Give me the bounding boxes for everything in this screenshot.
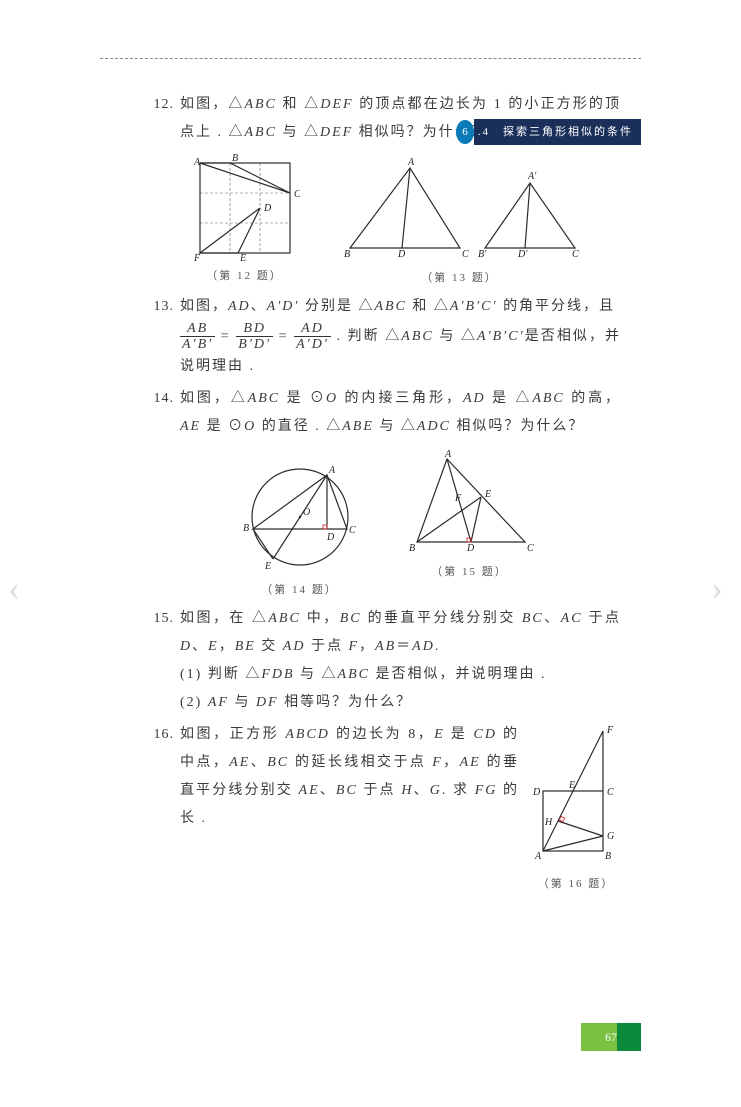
svg-text:H: H	[544, 817, 554, 828]
svg-text:D′: D′	[517, 249, 528, 260]
chapter-title: .4 探索三角形相似的条件	[474, 119, 641, 145]
svg-text:D: D	[397, 249, 406, 260]
fig14-svg: A B C D E O	[235, 447, 365, 577]
svg-text:F: F	[606, 725, 615, 736]
svg-text:A′: A′	[527, 171, 537, 182]
caption-15: （第 15 题）	[405, 561, 535, 583]
svg-text:B′: B′	[478, 249, 487, 260]
problem-text: 如图，△ABC 是 ⊙O 的内接三角形，AD 是 △ABC 的高，AE 是 ⊙O…	[180, 385, 621, 441]
svg-text:C: C	[527, 543, 534, 554]
figure-16: A B C D E F H G （第 16 题）	[531, 721, 621, 895]
fig12-svg: A B C F E D	[190, 153, 300, 263]
figure-12: A B C F E D （第 12 题）	[190, 153, 300, 289]
svg-text:B: B	[344, 249, 350, 260]
fig16-svg: A B C D E F H G	[531, 721, 621, 871]
caption-14: （第 14 题）	[235, 579, 365, 601]
svg-text:C: C	[462, 249, 469, 260]
svg-text:G: G	[607, 831, 616, 842]
figure-13: B A C D B′ A′ C′ D′ （第 13 题）	[340, 153, 580, 289]
svg-text:A: A	[328, 465, 336, 476]
chapter-num: 6	[456, 120, 474, 144]
problem-16: 16. A B C D E F H G	[148, 721, 621, 895]
svg-text:C: C	[294, 189, 300, 200]
figure-row-12-13: A B C F E D （第 12 题） B A C D B′ A′ C′ D′ （第 13 题）	[148, 153, 621, 289]
svg-text:E: E	[264, 561, 271, 572]
prev-page-button[interactable]: ‹	[8, 568, 30, 608]
fig15-svg: A B C D E F	[405, 447, 535, 559]
svg-text:A: A	[193, 157, 201, 168]
problem-text: 如图，AD、A′D′ 分别是 △ABC 和 △A′B′C′ 的角平分线，且 AB…	[180, 293, 621, 381]
sub-1: (1) 判断 △FDB 与 △ABC 是否相似，并说明理由 .	[180, 661, 621, 689]
problem-number: 16.	[148, 721, 180, 895]
svg-text:A: A	[407, 157, 415, 168]
problem-15: 15. 如图，在 △ABC 中，BC 的垂直平分线分别交 BC、AC 于点 D、…	[148, 605, 621, 717]
caption-13: （第 13 题）	[340, 267, 580, 289]
page-content: 12. 如图，△ABC 和 △DEF 的顶点都在边长为 1 的小正方形的顶点上 …	[148, 91, 621, 895]
figure-15: A B C D E F （第 15 题）	[405, 447, 535, 601]
svg-text:A: A	[534, 851, 543, 862]
problem-number: 12.	[148, 91, 180, 147]
svg-text:E: E	[239, 253, 246, 263]
fig13-svg: B A C D B′ A′ C′ D′	[340, 153, 580, 265]
svg-text:F: F	[193, 253, 201, 263]
figure-14: A B C D E O （第 14 题）	[235, 447, 365, 601]
problem-number: 13.	[148, 293, 180, 381]
caption-12: （第 12 题）	[190, 265, 300, 287]
svg-text:A: A	[444, 449, 452, 460]
svg-text:D: D	[532, 787, 542, 798]
header-rule	[100, 58, 641, 59]
svg-text:B: B	[232, 153, 238, 164]
next-page-button[interactable]: ›	[711, 568, 733, 608]
sub-2: (2) AF 与 DF 相等吗？为什么？	[180, 689, 621, 717]
problem-number: 14.	[148, 385, 180, 441]
svg-text:O: O	[303, 507, 310, 518]
problem-text: 如图，在 △ABC 中，BC 的垂直平分线分别交 BC、AC 于点 D、E，BE…	[180, 605, 621, 717]
svg-text:E: E	[484, 489, 491, 500]
problem-13: 13. 如图，AD、A′D′ 分别是 △ABC 和 △A′B′C′ 的角平分线，…	[148, 293, 621, 381]
chapter-badge: 6.4 探索三角形相似的条件	[456, 118, 641, 146]
svg-text:B: B	[605, 851, 613, 862]
svg-text:B: B	[243, 523, 249, 534]
problem-number: 15.	[148, 605, 180, 717]
svg-text:C: C	[607, 787, 616, 798]
svg-text:E: E	[568, 780, 577, 791]
svg-text:C′: C′	[572, 249, 580, 260]
page-number: 67	[581, 1023, 641, 1051]
figure-row-14-15: ABC DEO （第 14 题） ABC DEF （第 1	[148, 447, 621, 601]
svg-text:D: D	[466, 543, 475, 554]
problem-14: 14. 如图，△ABC 是 ⊙O 的内接三角形，AD 是 △ABC 的高，AE …	[148, 385, 621, 441]
caption-16: （第 16 题）	[531, 873, 621, 895]
svg-text:D: D	[263, 203, 272, 214]
svg-text:B: B	[409, 543, 415, 554]
svg-text:F: F	[454, 493, 462, 504]
svg-text:D: D	[326, 532, 335, 543]
svg-text:C: C	[349, 525, 356, 536]
problem-text: AB CD EF HG （第 16 题） 如图，正方形 ABCD 的边长为 8，…	[180, 721, 621, 895]
